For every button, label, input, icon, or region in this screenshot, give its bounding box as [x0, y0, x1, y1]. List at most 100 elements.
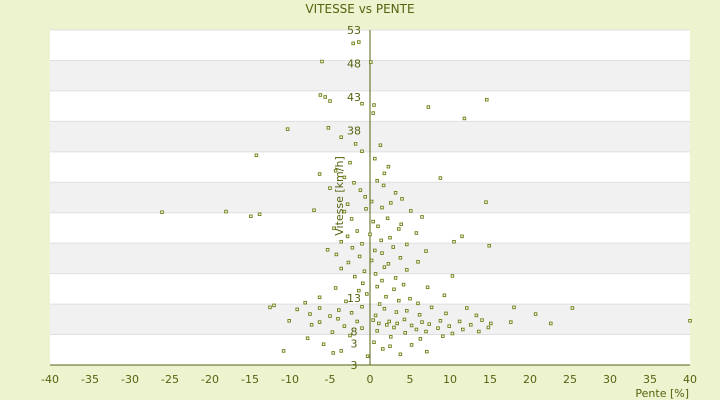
data-point — [420, 215, 424, 219]
data-point — [345, 202, 350, 206]
data-point — [309, 323, 314, 327]
data-point — [420, 320, 424, 324]
data-point — [447, 324, 451, 328]
data-point — [392, 325, 396, 330]
x-tick-label: -20 — [201, 373, 219, 386]
data-point — [373, 272, 378, 276]
data-point — [369, 60, 373, 64]
data-point — [382, 171, 387, 176]
data-point — [348, 333, 352, 338]
data-point — [381, 347, 385, 351]
data-point — [365, 354, 370, 359]
data-point — [469, 323, 473, 327]
data-point — [333, 286, 338, 290]
data-point — [317, 172, 322, 176]
x-tick-label: 10 — [443, 373, 457, 386]
data-point — [424, 329, 428, 334]
y-tick-label: 8 — [351, 326, 358, 339]
data-point — [436, 326, 440, 330]
data-point — [364, 207, 368, 211]
x-tick-label: 30 — [603, 373, 617, 386]
x-tick-label: -5 — [325, 373, 336, 386]
data-point — [438, 319, 443, 323]
data-point — [416, 301, 420, 306]
data-point — [484, 200, 488, 204]
data-point — [376, 224, 380, 229]
data-point — [375, 284, 379, 289]
data-point — [380, 251, 384, 255]
data-point — [360, 149, 364, 154]
data-point — [444, 311, 448, 316]
data-point — [371, 318, 375, 322]
data-point — [339, 349, 343, 353]
data-point — [465, 306, 469, 310]
data-point — [382, 306, 387, 311]
data-point — [355, 319, 359, 324]
y-tick-label: 43 — [347, 91, 361, 104]
data-point — [358, 188, 363, 192]
data-point — [486, 325, 491, 330]
data-point — [328, 99, 332, 103]
data-point — [224, 209, 228, 214]
x-tick-label: -40 — [41, 373, 59, 386]
data-point — [408, 296, 412, 301]
data-point — [328, 314, 332, 318]
data-point — [272, 303, 276, 308]
data-point — [382, 265, 387, 269]
y-axis-label: Vitesse [km/h] — [333, 156, 346, 236]
data-point — [393, 276, 398, 280]
data-point — [317, 320, 322, 324]
data-point — [409, 343, 414, 347]
data-point — [487, 243, 491, 248]
data-point — [317, 295, 322, 300]
data-point — [533, 312, 538, 316]
data-point — [452, 239, 456, 244]
x-tick-label: 40 — [683, 373, 697, 386]
data-point — [328, 186, 332, 190]
x-tick-label: -25 — [161, 373, 179, 386]
x-tick-label: 20 — [523, 373, 537, 386]
data-point — [450, 274, 455, 278]
data-point — [345, 234, 350, 239]
data-point — [438, 176, 443, 180]
data-point — [398, 256, 403, 260]
data-point — [417, 313, 422, 317]
data-point — [295, 307, 299, 312]
x-tick-label: 15 — [483, 373, 497, 386]
data-point — [394, 310, 399, 314]
data-point — [457, 319, 462, 324]
data-point — [344, 299, 348, 304]
data-point — [360, 326, 364, 330]
data-point — [380, 278, 384, 283]
data-point — [416, 260, 420, 264]
data-point — [450, 331, 455, 336]
data-point — [385, 323, 389, 327]
data-point — [331, 351, 335, 355]
x-tick-label: 5 — [407, 373, 414, 386]
data-point — [389, 335, 393, 339]
data-point — [318, 93, 323, 97]
x-tick-label: 25 — [563, 373, 577, 386]
data-point — [339, 239, 343, 244]
data-point — [688, 319, 692, 323]
data-point — [352, 181, 356, 185]
axes — [50, 30, 690, 366]
data-point — [373, 313, 378, 318]
data-point — [372, 340, 376, 344]
data-point — [399, 222, 403, 227]
data-point — [325, 248, 330, 252]
data-point — [409, 209, 413, 213]
data-point — [386, 262, 391, 266]
data-point — [426, 105, 431, 109]
y-tick-label: 3 — [351, 359, 358, 372]
y-tick-label: 53 — [347, 24, 361, 37]
data-point — [357, 40, 361, 44]
data-point — [477, 329, 481, 334]
x-axis-label: Pente [%] — [635, 387, 689, 400]
x-tick-label: 0 — [367, 373, 374, 386]
data-point — [398, 352, 403, 357]
data-point — [357, 288, 361, 293]
